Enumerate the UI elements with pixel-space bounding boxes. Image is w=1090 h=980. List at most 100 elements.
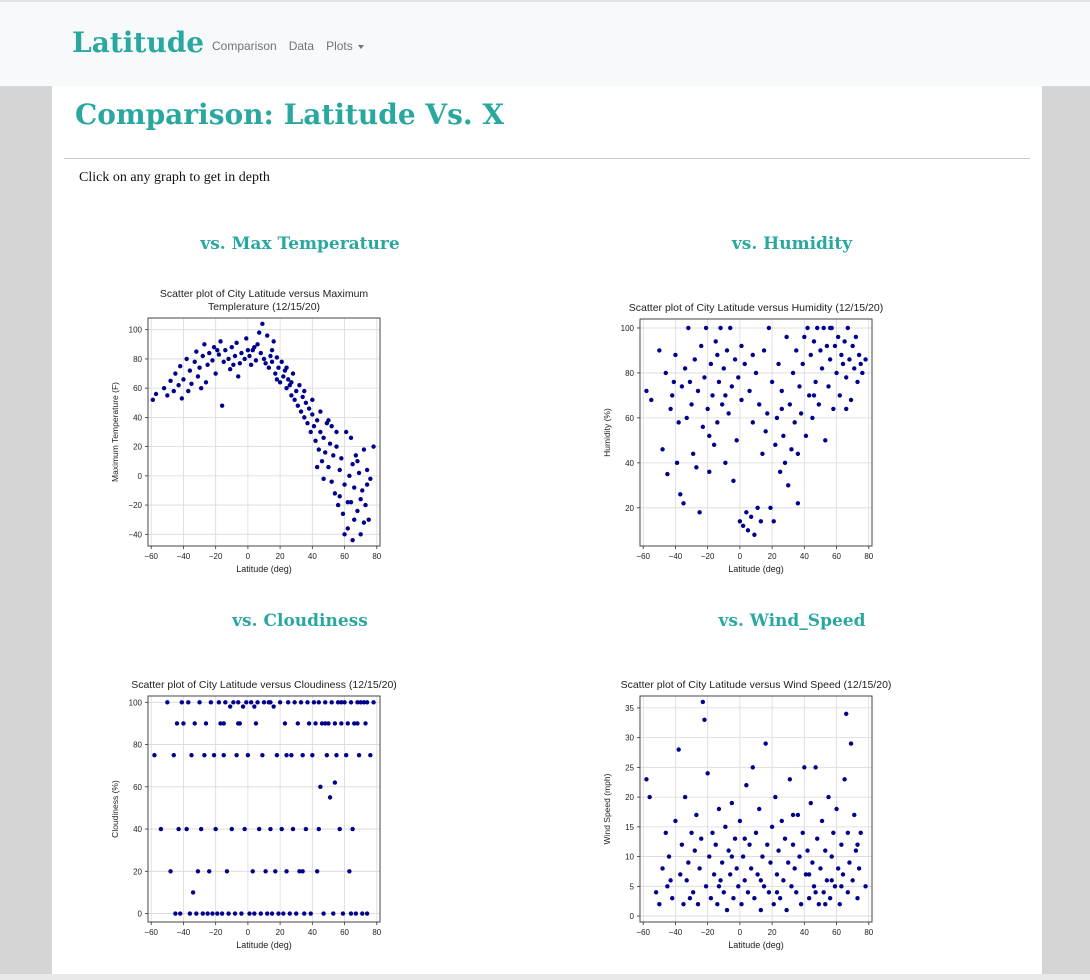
- y-tick-label: 20: [625, 504, 634, 513]
- data-point: [844, 375, 849, 380]
- data-point: [823, 901, 828, 907]
- data-point: [332, 491, 338, 496]
- data-point: [771, 901, 776, 907]
- data-point: [337, 467, 342, 473]
- data-point: [703, 884, 709, 889]
- data-point: [644, 777, 649, 782]
- y-tick-label: −20: [128, 501, 142, 510]
- data-point: [765, 842, 770, 847]
- data-point: [811, 884, 817, 889]
- wind-speed-scatter-plot[interactable]: Scatter plot of City Latitude versus Win…: [600, 672, 891, 957]
- data-point: [332, 780, 338, 785]
- data-point: [708, 896, 714, 901]
- x-tick-label: 0: [738, 552, 743, 561]
- data-point: [769, 824, 775, 830]
- data-point: [818, 866, 823, 871]
- data-point: [694, 465, 699, 470]
- data-point: [260, 321, 265, 327]
- data-point: [258, 350, 263, 356]
- data-point: [657, 901, 662, 907]
- data-point: [218, 339, 223, 344]
- data-point: [195, 869, 201, 874]
- nav-link-data[interactable]: Data: [288, 39, 315, 53]
- data-point: [314, 418, 320, 423]
- data-point: [361, 520, 367, 525]
- data-point: [681, 901, 686, 907]
- data-point: [189, 381, 194, 386]
- y-tick-label: −40: [128, 530, 142, 539]
- data-point: [153, 391, 159, 397]
- data-point: [678, 872, 683, 877]
- data-point: [737, 519, 743, 524]
- nav-link-comparison[interactable]: Comparison: [212, 39, 277, 53]
- data-point: [318, 429, 323, 435]
- data-point: [813, 765, 818, 770]
- data-point: [845, 890, 851, 895]
- data-point: [314, 464, 320, 470]
- data-point: [305, 700, 310, 705]
- data-point: [244, 700, 249, 705]
- brand-link[interactable]: Latitude: [72, 26, 205, 59]
- data-point: [728, 325, 733, 331]
- data-point: [705, 771, 710, 776]
- data-point: [255, 342, 260, 347]
- data-point: [794, 348, 799, 353]
- data-point: [724, 907, 730, 913]
- data-point: [318, 784, 323, 790]
- y-tick-label: 100: [621, 324, 635, 333]
- max-temperature-scatter-plot[interactable]: Scatter plot of City Latitude versus Max…: [108, 280, 388, 580]
- data-point: [281, 911, 286, 916]
- y-tick-label: 25: [625, 763, 634, 772]
- data-point: [356, 752, 362, 758]
- data-point: [684, 415, 689, 421]
- data-point: [240, 704, 246, 709]
- data-point: [850, 343, 855, 349]
- y-tick-label: 40: [133, 413, 142, 422]
- data-point: [358, 532, 363, 537]
- data-point: [347, 869, 352, 874]
- x-tick-label: −60: [636, 928, 650, 937]
- y-axis-label: Wind Speed (mph): [602, 773, 612, 844]
- data-point: [723, 393, 728, 398]
- data-point: [219, 403, 225, 408]
- data-point: [686, 325, 691, 331]
- cloudiness-scatter-plot[interactable]: Scatter plot of City Latitude versus Clo…: [108, 672, 397, 957]
- data-point: [348, 700, 354, 705]
- data-point: [342, 532, 347, 537]
- data-point: [326, 418, 331, 423]
- data-point: [364, 467, 370, 473]
- data-point: [358, 497, 363, 502]
- data-point: [314, 869, 320, 874]
- data-point: [813, 379, 818, 385]
- data-point: [337, 494, 342, 499]
- data-point: [750, 420, 755, 425]
- data-point: [697, 866, 702, 871]
- data-point: [319, 721, 325, 726]
- data-point: [724, 348, 730, 353]
- data-point: [355, 721, 360, 726]
- nav-dropdown-plots[interactable]: Plots: [326, 39, 364, 53]
- y-tick-label: 5: [630, 882, 635, 891]
- data-point: [178, 911, 183, 916]
- x-tick-label: 80: [372, 552, 381, 561]
- data-point: [168, 378, 173, 384]
- data-point: [831, 830, 836, 835]
- data-point: [197, 365, 202, 370]
- data-point: [678, 492, 683, 497]
- data-point: [768, 505, 773, 510]
- data-point: [757, 402, 762, 407]
- data-point: [781, 878, 786, 883]
- data-point: [644, 388, 649, 394]
- data-point: [150, 397, 156, 403]
- data-point: [765, 411, 770, 416]
- data-point: [824, 878, 830, 883]
- data-point: [847, 860, 852, 865]
- data-point: [689, 402, 694, 407]
- data-point: [686, 860, 691, 865]
- data-point: [287, 911, 292, 916]
- data-point: [277, 380, 283, 385]
- humidity-scatter-plot[interactable]: Scatter plot of City Latitude versus Hum…: [600, 295, 883, 580]
- data-point: [702, 717, 707, 722]
- data-point: [208, 700, 214, 705]
- data-point: [303, 400, 309, 405]
